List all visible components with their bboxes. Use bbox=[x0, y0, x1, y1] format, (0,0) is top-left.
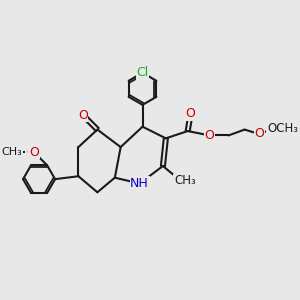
Text: CH₃: CH₃ bbox=[2, 147, 22, 157]
Text: OCH₃: OCH₃ bbox=[267, 122, 298, 135]
Text: NH: NH bbox=[130, 177, 149, 190]
Text: O: O bbox=[254, 128, 264, 140]
Text: O: O bbox=[186, 107, 196, 120]
Text: Cl: Cl bbox=[136, 66, 149, 79]
Text: CH₃: CH₃ bbox=[174, 174, 196, 187]
Text: O: O bbox=[205, 129, 214, 142]
Text: O: O bbox=[78, 109, 88, 122]
Text: O: O bbox=[29, 146, 39, 159]
Text: O: O bbox=[26, 146, 36, 159]
